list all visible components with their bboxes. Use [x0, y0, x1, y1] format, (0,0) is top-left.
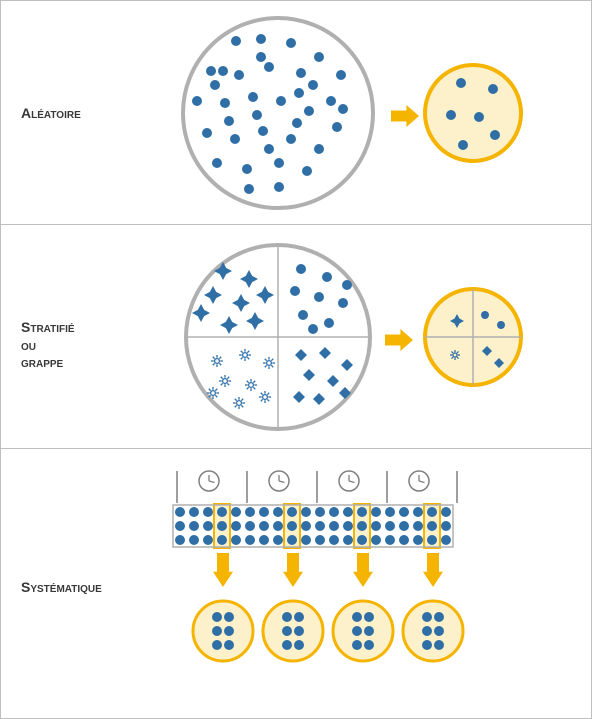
row-1-svg [1, 1, 591, 225]
sampling-diagram: Aléatoire Stratifiéougrappe Systématique [0, 0, 592, 719]
label-aleatoire: Aléatoire [21, 105, 81, 121]
row-2: Stratifiéougrappe [1, 225, 591, 449]
label-systematique: Systématique [21, 579, 102, 595]
row-2-svg [1, 225, 591, 449]
label-stratifie: Stratifiéougrappe [21, 319, 75, 372]
row-1: Aléatoire [1, 1, 591, 225]
row-3: Systématique [1, 449, 591, 718]
